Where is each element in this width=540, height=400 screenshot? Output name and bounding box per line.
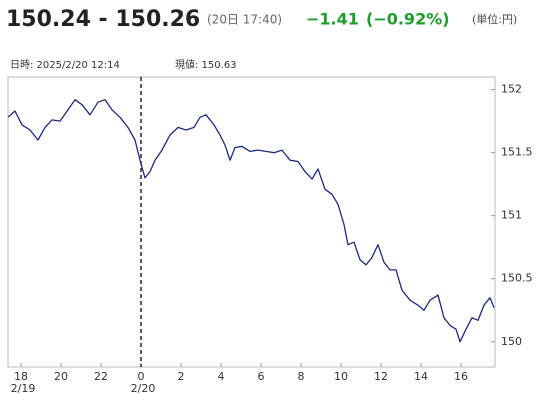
cursor-value: 現値: 150.63 (175, 58, 237, 71)
change-pct: (−0.92%) (366, 10, 450, 29)
date-label: 2/20 (131, 382, 156, 395)
x-tick-label: 12 (374, 370, 388, 383)
change: −1.41 (306, 10, 359, 29)
price-line (7, 99, 495, 343)
x-tick-label: 2 (178, 370, 185, 383)
x-tick-label: 14 (414, 370, 428, 383)
date-label: 2/19 (11, 382, 36, 395)
x-tick-label: 0 (138, 370, 145, 383)
x-tick-label: 18 (14, 370, 28, 383)
y-tick-label: 151 (501, 209, 522, 222)
unit: (単位:円) (472, 12, 517, 26)
x-tick-label: 10 (334, 370, 348, 383)
x-tick-label: 20 (54, 370, 68, 383)
quote: 150.24 - 150.26 (6, 7, 200, 32)
y-tick-label: 150.5 (501, 272, 533, 285)
y-tick-label: 152 (501, 83, 522, 96)
x-tick-label: 8 (298, 370, 305, 383)
x-tick-label: 4 (218, 370, 225, 383)
plot-frame (7, 76, 496, 368)
y-tick-label: 151.5 (501, 146, 533, 159)
x-tick-label: 22 (94, 370, 108, 383)
cursor-time: 日時: 2025/2/20 12:14 (10, 59, 120, 71)
quote-time: (20日 17:40) (207, 13, 282, 27)
x-tick-label: 6 (258, 370, 265, 383)
x-tick-label: 16 (454, 370, 468, 383)
y-tick-label: 150 (501, 335, 522, 348)
